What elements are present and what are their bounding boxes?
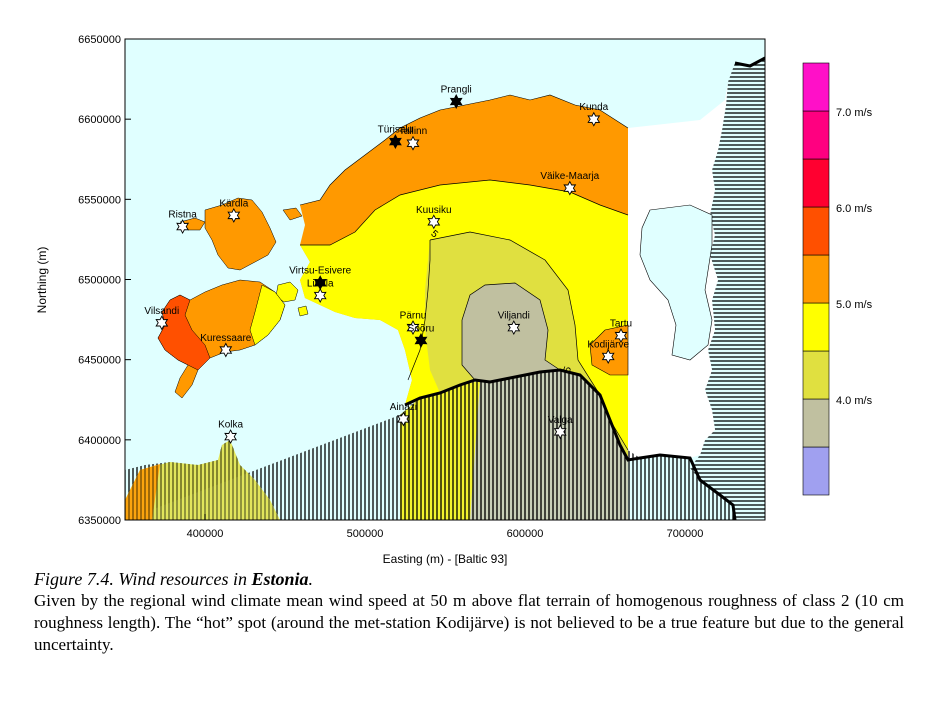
legend-swatch: [802, 110, 830, 160]
caption-country: Estonia: [251, 569, 309, 589]
hiiumaa-island: [204, 197, 277, 271]
contour-5: [300, 179, 629, 246]
station-marker-icon: [313, 288, 327, 303]
station-label: Kuressaare: [200, 333, 252, 344]
station-label: Türisalu: [378, 125, 414, 136]
station-marker-icon: [427, 214, 441, 230]
russia-border: [734, 56, 765, 68]
contour-4-5: [461, 282, 561, 381]
station-marker-icon: [219, 342, 233, 358]
station-label: Sõõru: [408, 323, 435, 334]
band-4-5: [462, 283, 560, 382]
caption-suffix: .: [308, 569, 314, 589]
station-label: Virtsu-Esivere: [289, 266, 351, 277]
station-label: Kolka: [218, 420, 243, 431]
station-marker-icon: [553, 424, 567, 440]
legend-swatch: [802, 398, 830, 448]
y-tick-label: 6350000: [78, 515, 121, 527]
y-tick-label: 6500000: [78, 275, 121, 287]
y-tick-label: 6400000: [78, 435, 121, 447]
station-marker-icon: [155, 315, 169, 331]
x-tick-label: 400000: [187, 528, 224, 540]
estonia-coastline: [299, 94, 629, 206]
caption-prefix: Figure 7.4. Wind resources in: [34, 569, 252, 589]
legend-swatch: [802, 254, 830, 304]
y-tick-label: 6650000: [78, 34, 121, 46]
latvia-border: [404, 368, 737, 520]
latvia-hatch-overlay: [400, 370, 628, 520]
saaremaa-west-hot: [157, 294, 211, 371]
x-tick-label: 500000: [347, 528, 384, 540]
russia-region: [690, 58, 765, 520]
station-label: Valga: [548, 415, 573, 426]
figure-caption: Figure 7.4. Wind resources in Estonia. G…: [34, 568, 904, 656]
station-label: Ristna: [168, 210, 197, 221]
station-label: Viljandi: [498, 311, 530, 322]
station-marker-icon: [563, 180, 577, 196]
small-island-1: [282, 207, 303, 221]
legend-label: 7.0 m/s: [836, 107, 873, 119]
station-marker-icon: [507, 320, 521, 336]
station-marker-icon: [406, 135, 420, 151]
station-marker-icon: [587, 111, 601, 127]
small-island-2: [297, 305, 309, 317]
station-label: Tallinn: [399, 126, 427, 137]
y-tick-label: 6600000: [78, 114, 121, 126]
legend-swatch: [802, 206, 830, 256]
station-marker-icon: [601, 349, 615, 364]
station-marker-icon: [406, 320, 420, 336]
station-label: Väike-Maarja: [540, 171, 599, 182]
color-legend: 4.0 m/s 5.0 m/s 6.0 m/s 7.0 m/s: [802, 62, 873, 496]
x-tick-label: 600000: [507, 528, 544, 540]
legend-swatch: [802, 350, 830, 400]
station-label: Kuusiku: [416, 205, 452, 216]
lake-peipus: [639, 204, 713, 361]
y-tick-label: 6550000: [78, 194, 121, 206]
station-label: Prangli: [441, 85, 472, 96]
legend-swatch: [802, 158, 830, 208]
station-label: Tartu: [610, 319, 632, 330]
station-label: Vilsandi: [144, 306, 179, 317]
contour-label: 5: [562, 365, 574, 374]
station-marker-icon: [176, 219, 190, 235]
station-label: Kärdla: [219, 198, 248, 209]
station-label: Ainazi: [390, 402, 417, 413]
caption-body: Given by the regional wind climate mean …: [34, 591, 904, 654]
station-marker-icon: [224, 429, 238, 445]
y-axis-label: Northing (m): [35, 247, 49, 314]
legend-swatch: [802, 62, 830, 112]
legend-label: 6.0 m/s: [836, 203, 873, 215]
station-label: Kodijärve: [587, 339, 629, 350]
station-label: Lihula: [307, 279, 334, 290]
axes-layer: 400000 500000 600000 700000 6350000 6400000 64…: [78, 34, 703, 540]
station-marker-icon: [414, 332, 428, 348]
legend-swatch: [802, 446, 830, 496]
station-marker-icon: [449, 94, 463, 109]
kurzeme-hatch: [125, 440, 280, 520]
station-marker-icon: [388, 134, 402, 150]
legend-label: 5.0 m/s: [836, 299, 873, 311]
station-marker-icon: [396, 411, 410, 427]
caption-title: Figure 7.4. Wind resources in Estonia.: [34, 568, 904, 590]
contour-label: 5: [428, 228, 440, 240]
legend-label: 4.0 m/s: [836, 395, 873, 407]
station-marker-icon: [227, 207, 241, 223]
y-tick-label: 6450000: [78, 355, 121, 367]
x-tick-label: 700000: [667, 528, 704, 540]
x-axis-label: Easting (m) - [Baltic 93]: [383, 552, 508, 566]
contour-west: [407, 240, 431, 381]
map-area: [125, 39, 765, 520]
station-marker-icon: [614, 328, 628, 344]
station-label: Pärnu: [400, 311, 427, 322]
legend-swatch: [802, 302, 830, 352]
station-label: Kunda: [579, 102, 608, 113]
saaremaa-east-yellow: [249, 284, 286, 346]
